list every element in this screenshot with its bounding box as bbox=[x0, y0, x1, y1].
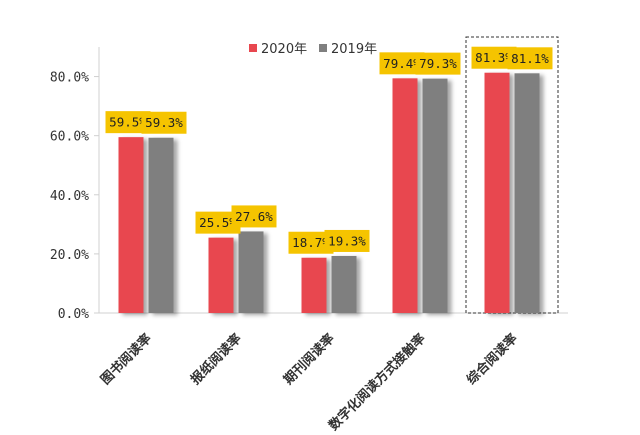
data-label-bg bbox=[471, 46, 517, 69]
y-tick-label: 80.0% bbox=[50, 71, 89, 86]
legend-label: 2020年 bbox=[261, 42, 307, 57]
data-label-text: 79.4% bbox=[383, 56, 421, 71]
legend-swatch bbox=[249, 44, 257, 52]
data-label-text: 59.5% bbox=[109, 115, 147, 130]
data-label-bg bbox=[195, 211, 241, 234]
legend-swatch bbox=[319, 44, 327, 52]
bar-series-a bbox=[484, 72, 510, 313]
bar-series-a bbox=[301, 257, 327, 313]
data-label-text: 19.3% bbox=[328, 233, 366, 248]
data-label-bg bbox=[507, 47, 553, 70]
data-label-bg bbox=[415, 52, 461, 75]
data-label-bg bbox=[231, 205, 277, 228]
data-label: 25.5% bbox=[195, 211, 241, 234]
data-label-bg bbox=[141, 111, 187, 134]
bar-series-b bbox=[514, 73, 540, 313]
data-label: 18.7% bbox=[288, 231, 334, 254]
data-label: 81.3% bbox=[471, 46, 517, 69]
y-tick-label: 0.0% bbox=[58, 307, 89, 322]
bar-series-b bbox=[148, 137, 174, 313]
bar-series-a bbox=[392, 78, 418, 313]
y-tick-label: 20.0% bbox=[50, 248, 89, 263]
highlight-box bbox=[465, 36, 559, 314]
data-labels: 59.5%59.3% 25.5%27.6% 18.7%19.3% 79.4%79.3%… bbox=[105, 46, 553, 254]
category-label: 图书阅读率 bbox=[98, 331, 155, 388]
category-label: 报纸阅读率 bbox=[188, 331, 245, 388]
category-label: 综合阅读率 bbox=[464, 331, 521, 388]
data-label-text: 18.7% bbox=[292, 235, 330, 250]
bar-series-b bbox=[238, 231, 264, 313]
data-label-bg bbox=[105, 111, 151, 134]
y-tick-label: 60.0% bbox=[50, 130, 89, 145]
data-label-text: 27.6% bbox=[235, 209, 273, 224]
bar-series-a bbox=[118, 137, 144, 313]
data-label: 59.3% bbox=[141, 111, 187, 134]
data-label-text: 79.3% bbox=[419, 56, 457, 71]
y-axis-ticks: 0.0% 20.0% 40.0% 60.0% 80.0% bbox=[50, 71, 99, 322]
bar-series-b bbox=[331, 255, 357, 313]
data-label: 19.3% bbox=[324, 229, 370, 252]
category-label: 数字化阅读方式接触率 bbox=[326, 331, 429, 434]
data-label: 79.4% bbox=[379, 52, 425, 75]
y-tick-label: 40.0% bbox=[50, 189, 89, 204]
data-label-bg bbox=[288, 231, 334, 254]
data-label-text: 25.5% bbox=[199, 215, 237, 230]
data-label: 27.6% bbox=[231, 205, 277, 228]
data-label-bg bbox=[379, 52, 425, 75]
data-label-text: 59.3% bbox=[145, 115, 183, 130]
data-label-bg bbox=[324, 229, 370, 252]
bars bbox=[118, 72, 540, 313]
bar-series-a bbox=[208, 237, 234, 313]
data-label: 59.5% bbox=[105, 111, 151, 134]
category-label: 期刊阅读率 bbox=[281, 331, 338, 388]
data-label-text: 81.1% bbox=[511, 51, 549, 66]
bar-series-b bbox=[422, 78, 448, 313]
legend-label: 2019年 bbox=[331, 42, 377, 57]
legend: 2020年 2019年 bbox=[249, 42, 377, 57]
data-label: 81.1% bbox=[507, 47, 553, 70]
data-label-text: 81.3% bbox=[475, 50, 513, 65]
data-label: 79.3% bbox=[415, 52, 461, 75]
